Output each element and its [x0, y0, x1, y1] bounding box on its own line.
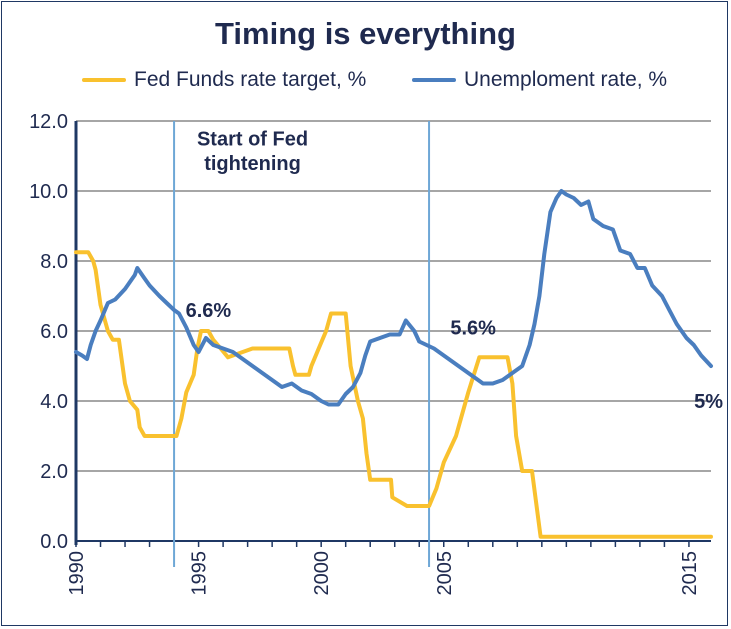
legend-swatch-fed-funds: [82, 78, 126, 82]
legend-item-fed-funds: Fed Funds rate target, %: [82, 68, 366, 92]
x-tick-label: 2000: [311, 551, 333, 596]
y-tick-label: 2.0: [40, 461, 68, 483]
y-tick-label: 4.0: [40, 391, 68, 413]
y-tick-label: 10.0: [29, 181, 68, 203]
annotation-label: tightening: [204, 153, 301, 175]
legend-swatch-unemployment: [412, 78, 456, 82]
chart-legend: Fed Funds rate target, % Unemploment rat…: [0, 68, 731, 96]
legend-item-unemployment: Unemploment rate, %: [412, 68, 667, 92]
y-tick-label: 8.0: [40, 251, 68, 273]
y-tick-label: 6.0: [40, 321, 68, 343]
chart-title: Timing is everything: [215, 16, 516, 51]
x-tick-label: 2015: [679, 551, 701, 596]
x-tick-label: 2005: [434, 551, 456, 596]
unemployment-line: [74, 189, 713, 407]
legend-label-fed-funds: Fed Funds rate target, %: [134, 68, 367, 91]
annotation-label: 5%: [694, 391, 723, 413]
legend-label-unemployment: Unemploment rate, %: [464, 68, 668, 91]
annotation-label: 6.6%: [186, 300, 232, 322]
annotation-label: 5.6%: [450, 318, 496, 340]
annotation-label: Start of Fed: [197, 129, 308, 151]
x-tick-label: 1995: [189, 551, 211, 596]
y-tick-label: 12.0: [29, 111, 68, 133]
fed-funds-line: [74, 250, 713, 539]
x-tick-label: 1990: [66, 551, 88, 596]
y-tick-label: 0.0: [40, 531, 68, 553]
